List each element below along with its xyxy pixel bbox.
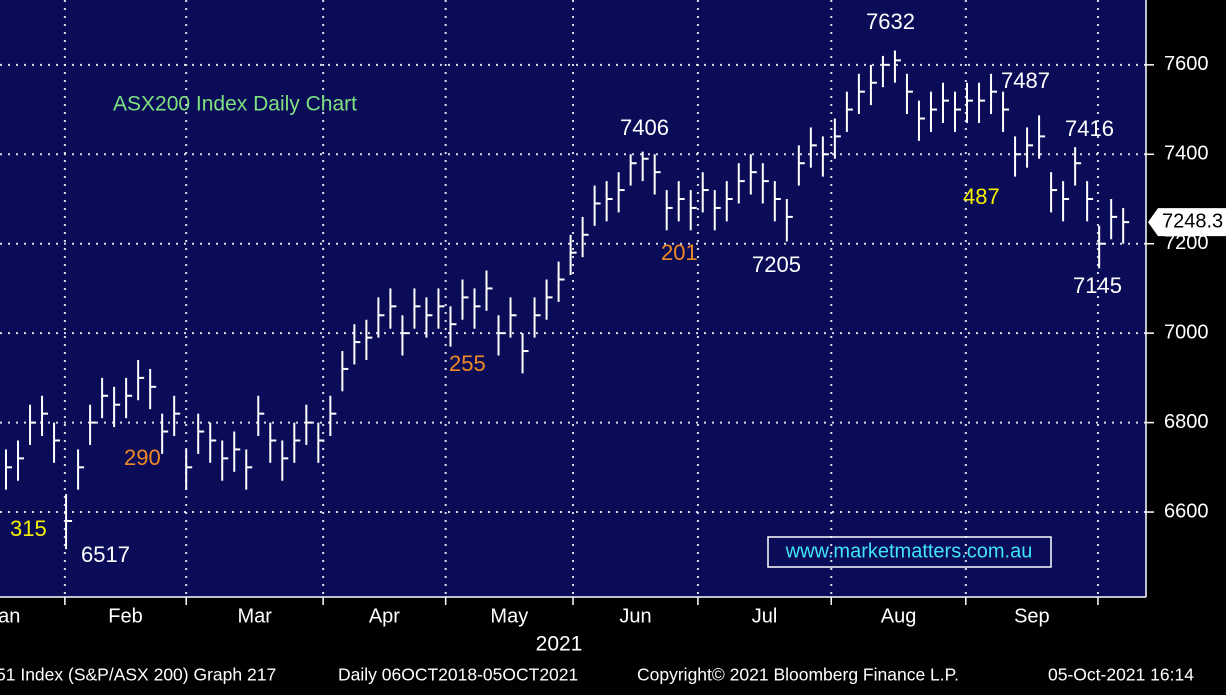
footer-text: Daily 06OCT2018-05OCT2021	[338, 665, 578, 685]
plot	[0, 0, 1146, 597]
x-tick-label: Sep	[1014, 605, 1050, 627]
x-tick-label: Jan	[0, 605, 20, 627]
annotation: 290	[124, 445, 161, 470]
x-axis-label: 2021	[536, 633, 583, 656]
y-tick-label: 6600	[1164, 500, 1209, 522]
last-price-box	[1148, 208, 1226, 237]
x-tick-label: Jul	[752, 605, 778, 627]
watermark: www.marketmatters.com.au	[785, 540, 1033, 562]
annotation: 7205	[752, 252, 801, 277]
annotation: 255	[449, 351, 486, 376]
annotations: 315 6517 290 255 7406 201 7205 7632 487 …	[10, 9, 1122, 567]
annotation: 7406	[620, 115, 669, 140]
x-tick-label: Apr	[369, 605, 400, 627]
footer-text: 51 Index (S&P/ASX 200) Graph 217	[0, 665, 276, 685]
annotation: 6517	[81, 542, 130, 567]
annotation: 7632	[866, 9, 915, 34]
x-tick-label: Feb	[108, 605, 142, 627]
annotation: 201	[661, 240, 698, 265]
y-tick-label: 7200	[1164, 232, 1209, 254]
watermark-box	[767, 536, 1052, 568]
annotation: 7487	[1001, 68, 1050, 93]
footer: 51 Index (S&P/ASX 200) Graph 217 Daily 0…	[0, 665, 1194, 685]
chart-title: ASX200 Index Daily Chart	[113, 93, 357, 116]
x-tick-label: Aug	[881, 605, 917, 627]
y-tick-label: 7000	[1164, 321, 1209, 343]
last-price-label: 7248.3	[1162, 210, 1223, 232]
annotation: 7145	[1073, 273, 1122, 298]
footer-text: 05-Oct-2021 16:14	[1048, 665, 1194, 685]
footer-text: Copyright© 2021 Bloomberg Finance L.P.	[637, 665, 959, 685]
y-tick-label: 6800	[1164, 411, 1209, 433]
annotation: 487	[963, 184, 1000, 209]
x-tick-label: Jun	[619, 605, 651, 627]
x-tick-label: May	[490, 605, 528, 627]
x-tick-label: Mar	[237, 605, 272, 627]
annotation: 7416	[1065, 116, 1114, 141]
annotation: 315	[10, 516, 47, 541]
y-tick-label: 7600	[1164, 53, 1209, 75]
y-tick-label: 7400	[1164, 143, 1209, 165]
